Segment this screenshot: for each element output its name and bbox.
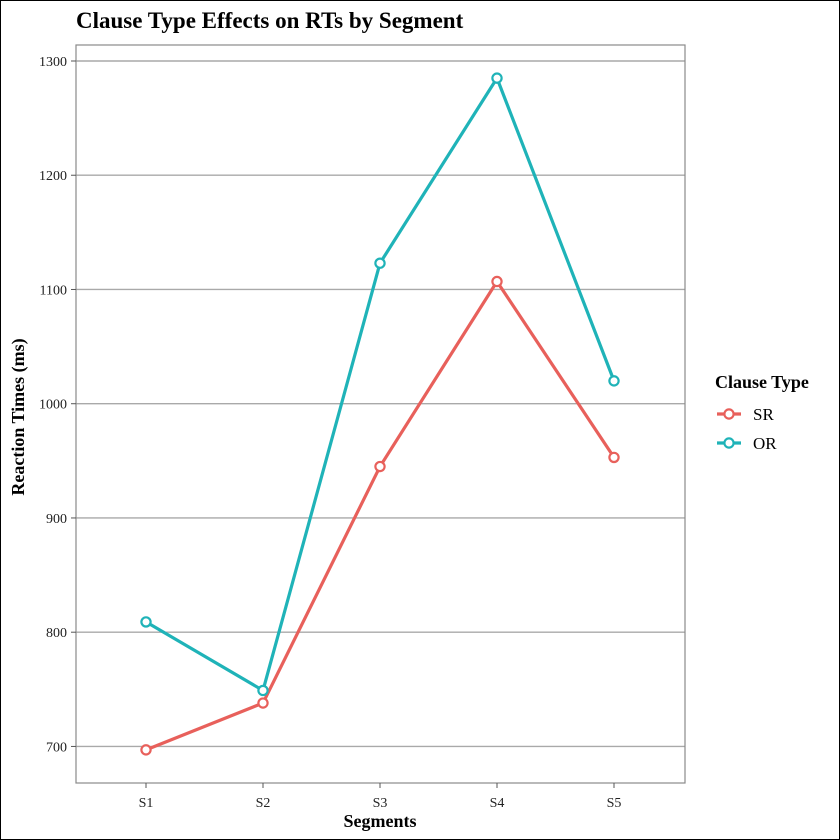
y-tick-label-1100: 1100 (40, 283, 67, 298)
legend-key-point (723, 408, 735, 420)
legend-item-sr: SR (717, 405, 774, 424)
x-axis-label: Segments (344, 811, 417, 831)
legend-key-point (723, 437, 735, 449)
chart-title: Clause Type Effects on RTs by Segment (76, 8, 464, 33)
point-or-S3 (374, 257, 386, 269)
series-line-or (145, 76, 616, 693)
x-axis: S1 S2 S3 S4 S5 (139, 783, 622, 811)
legend-title: Clause Type (715, 372, 809, 392)
y-tick-label-1300: 1300 (39, 55, 67, 70)
point-sr-S3 (374, 460, 386, 473)
x-tick-label-S2: S2 (256, 796, 271, 811)
legend: Clause Type SR OR (715, 372, 809, 453)
x-tick-label-S5: S5 (607, 796, 622, 811)
legend-label: OR (753, 434, 777, 453)
series-line-sr (145, 279, 616, 752)
point-or-S1 (140, 616, 152, 628)
point-sr-S4 (491, 275, 503, 288)
point-or-S4 (491, 72, 503, 84)
y-tick-label-1200: 1200 (39, 169, 67, 184)
y-tick-label-900: 900 (46, 512, 67, 527)
legend-item-or: OR (717, 434, 777, 453)
series-or (140, 72, 620, 697)
point-sr-S1 (140, 744, 152, 756)
legend-items: SR OR (717, 405, 777, 453)
point-sr-S2 (257, 697, 269, 709)
grid-lines (76, 60, 685, 748)
point-or-S5 (608, 375, 620, 387)
point-or-S2 (257, 684, 269, 697)
series-sr (140, 275, 620, 756)
y-tick-label-700: 700 (46, 740, 67, 755)
x-tick-label-S4: S4 (490, 796, 505, 811)
y-tick-label-800: 800 (46, 626, 67, 641)
series-layer (140, 72, 620, 756)
x-tick-label-S1: S1 (139, 796, 154, 811)
plot-frame (75, 44, 686, 784)
y-axis: 700 800 900 1000 1100 1200 1300 (39, 55, 76, 755)
y-tick-label-1000: 1000 (39, 398, 67, 413)
x-tick-label-S3: S3 (373, 796, 388, 811)
point-sr-S5 (608, 451, 620, 464)
y-axis-label: Reaction Times (ms) (8, 338, 29, 495)
legend-label: SR (753, 405, 774, 424)
